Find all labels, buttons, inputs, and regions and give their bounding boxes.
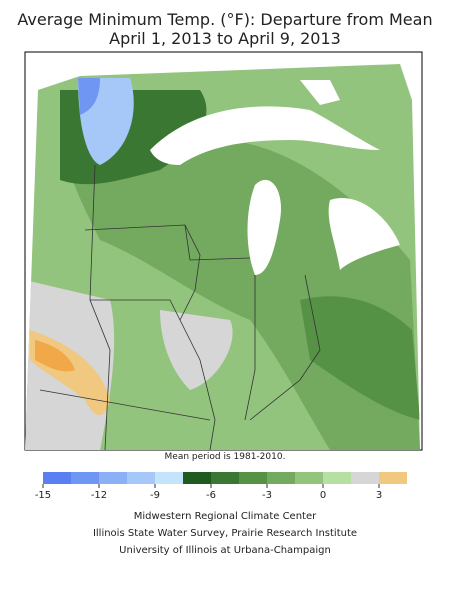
legend-swatch [323, 472, 351, 484]
legend-tick-label: -6 [206, 490, 216, 501]
title: Average Minimum Temp. (°F): Departure fr… [17, 10, 432, 29]
borders [39, 164, 321, 451]
legend-tick-label: -9 [150, 490, 160, 501]
credit: Midwestern Regional Climate Center [134, 511, 317, 522]
credit: University of Illinois at Urbana-Champai… [119, 545, 331, 556]
legend-swatch [351, 472, 379, 484]
legend-swatch [127, 472, 155, 484]
legend-tick-label: -15 [35, 490, 51, 501]
legend-tick-label: -12 [91, 490, 107, 501]
color-legend: -15 -12 -9 -6 -3 0 3 [35, 472, 407, 501]
legend-swatch [99, 472, 127, 484]
legend-swatch [71, 472, 99, 484]
legend-tick-label: -3 [262, 490, 272, 501]
legend-swatch [43, 472, 71, 484]
legend-swatch [239, 472, 267, 484]
map [25, 64, 420, 450]
legend-swatch [211, 472, 239, 484]
legend-swatch [183, 472, 211, 484]
note: Mean period is 1981-2010. [165, 452, 286, 462]
legend-swatch [379, 472, 407, 484]
subtitle: April 1, 2013 to April 9, 2013 [109, 29, 341, 48]
legend-tick-label: 0 [320, 490, 326, 501]
legend-swatch [155, 472, 183, 484]
legend-swatch [267, 472, 295, 484]
legend-tick-label: 3 [376, 490, 382, 501]
legend-swatch [295, 472, 323, 484]
credit: Illinois State Water Survey, Prairie Res… [93, 528, 357, 539]
